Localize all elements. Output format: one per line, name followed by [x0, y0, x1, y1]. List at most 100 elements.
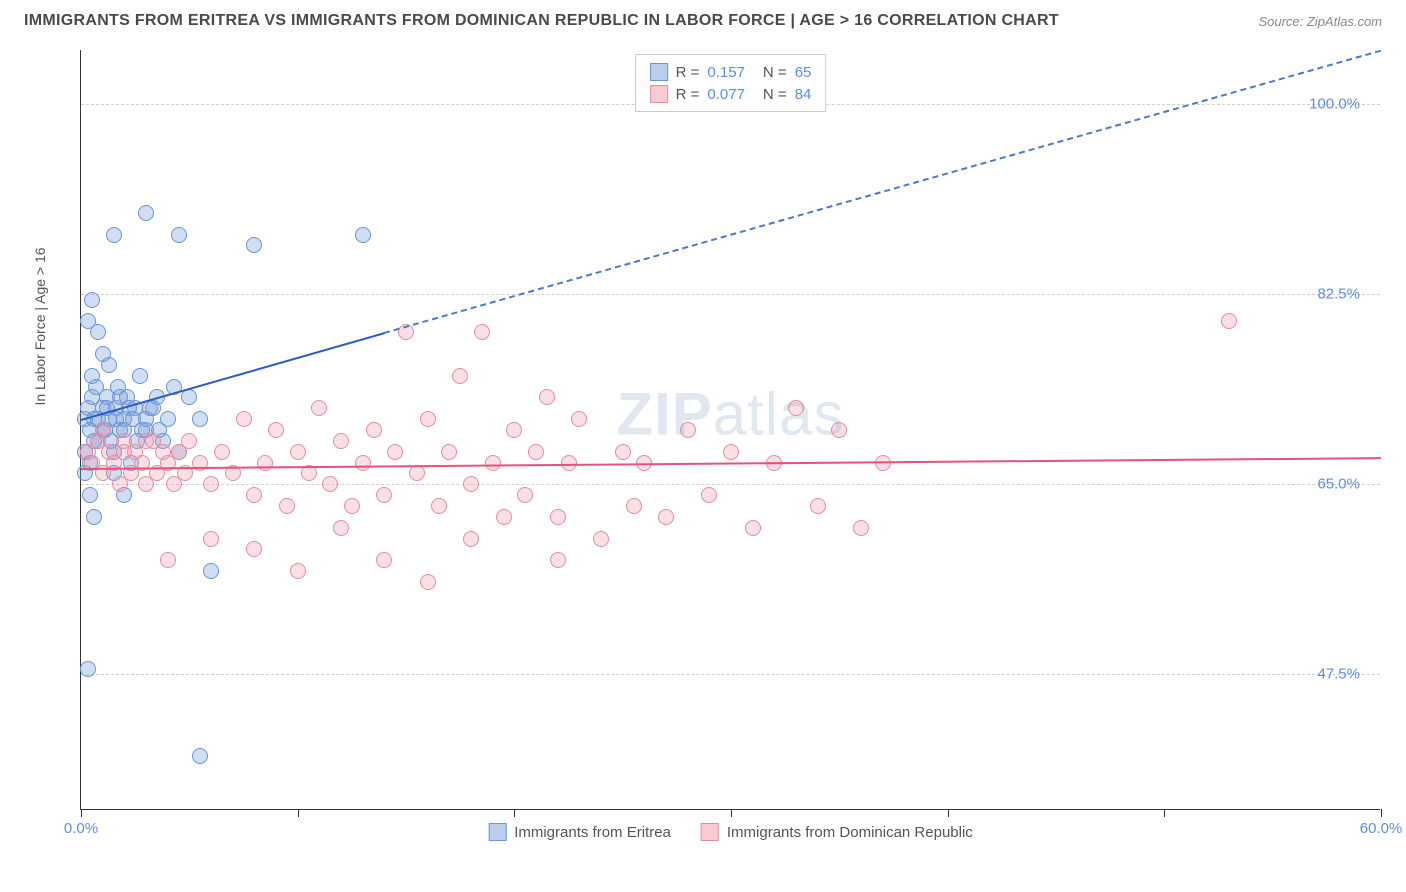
y-tick-label: 82.5% [1317, 286, 1360, 303]
x-tick [81, 809, 82, 817]
data-point [246, 237, 262, 253]
data-point [626, 498, 642, 514]
data-point [496, 509, 512, 525]
data-point [138, 205, 154, 221]
data-point [571, 411, 587, 427]
data-point [203, 563, 219, 579]
data-point [680, 422, 696, 438]
legend-label-eritrea: Immigrants from Eritrea [514, 824, 671, 841]
data-point [387, 444, 403, 460]
trend-line [81, 332, 385, 421]
data-point [550, 509, 566, 525]
data-point [810, 498, 826, 514]
x-tick [948, 809, 949, 817]
n-value-eritrea: 65 [795, 64, 812, 81]
watermark: ZIPatlas [616, 380, 844, 449]
data-point [90, 324, 106, 340]
series-legend: Immigrants from Eritrea Immigrants from … [488, 823, 973, 841]
data-point [441, 444, 457, 460]
data-point [181, 389, 197, 405]
data-point [95, 422, 111, 438]
y-axis-label: In Labor Force | Age > 16 [32, 247, 48, 405]
x-tick-label: 60.0% [1360, 820, 1403, 837]
r-value-dominican: 0.077 [707, 86, 745, 103]
data-point [355, 227, 371, 243]
y-tick-label: 100.0% [1309, 96, 1360, 113]
data-point [145, 400, 161, 416]
trend-line [384, 50, 1381, 334]
x-tick [1164, 809, 1165, 817]
legend-item-eritrea: Immigrants from Eritrea [488, 823, 671, 841]
data-point [106, 227, 122, 243]
y-tick-label: 47.5% [1317, 666, 1360, 683]
data-point [420, 574, 436, 590]
x-tick [298, 809, 299, 817]
swatch-pink-icon [701, 823, 719, 841]
data-point [236, 411, 252, 427]
data-point [279, 498, 295, 514]
gridline-h [81, 294, 1380, 295]
data-point [82, 487, 98, 503]
data-point [376, 552, 392, 568]
data-point [132, 368, 148, 384]
data-point [138, 433, 154, 449]
data-point [658, 509, 674, 525]
data-point [831, 422, 847, 438]
chart-container: In Labor Force | Age > 16 ZIPatlas R = 0… [50, 50, 1380, 840]
data-point [84, 368, 100, 384]
data-point [246, 487, 262, 503]
data-point [344, 498, 360, 514]
data-point [1221, 313, 1237, 329]
r-value-eritrea: 0.157 [707, 64, 745, 81]
data-point [853, 520, 869, 536]
n-value-dominican: 84 [795, 86, 812, 103]
data-point [311, 400, 327, 416]
legend-row-eritrea: R = 0.157 N = 65 [650, 61, 812, 83]
x-tick-label: 0.0% [64, 820, 98, 837]
data-point [463, 476, 479, 492]
gridline-h [81, 484, 1380, 485]
data-point [431, 498, 447, 514]
data-point [322, 476, 338, 492]
data-point [333, 433, 349, 449]
data-point [474, 324, 490, 340]
data-point [192, 411, 208, 427]
data-point [86, 509, 102, 525]
data-point [160, 552, 176, 568]
data-point [203, 531, 219, 547]
data-point [485, 455, 501, 471]
data-point [116, 444, 132, 460]
data-point [203, 476, 219, 492]
data-point [171, 227, 187, 243]
data-point [214, 444, 230, 460]
plot-area: ZIPatlas R = 0.157 N = 65 R = 0.077 N = … [80, 50, 1380, 810]
data-point [701, 487, 717, 503]
data-point [788, 400, 804, 416]
data-point [420, 411, 436, 427]
data-point [366, 422, 382, 438]
data-point [290, 563, 306, 579]
data-point [246, 541, 262, 557]
chart-title: IMMIGRANTS FROM ERITREA VS IMMIGRANTS FR… [24, 12, 1059, 30]
data-point [550, 552, 566, 568]
legend-row-dominican: R = 0.077 N = 84 [650, 83, 812, 105]
data-point [355, 455, 371, 471]
data-point [376, 487, 392, 503]
data-point [528, 444, 544, 460]
gridline-h [81, 674, 1380, 675]
swatch-blue-icon [488, 823, 506, 841]
data-point [290, 444, 306, 460]
correlation-legend: R = 0.157 N = 65 R = 0.077 N = 84 [635, 54, 827, 112]
legend-label-dominican: Immigrants from Dominican Republic [727, 824, 973, 841]
data-point [84, 292, 100, 308]
data-point [192, 748, 208, 764]
data-point [517, 487, 533, 503]
data-point [723, 444, 739, 460]
data-point [409, 465, 425, 481]
data-point [101, 357, 117, 373]
data-point [463, 531, 479, 547]
data-point [593, 531, 609, 547]
data-point [333, 520, 349, 536]
data-point [452, 368, 468, 384]
source-attribution: Source: ZipAtlas.com [1258, 14, 1382, 29]
